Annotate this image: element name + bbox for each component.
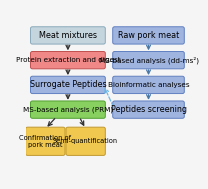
Text: Meat mixtures: Meat mixtures: [39, 31, 97, 40]
FancyBboxPatch shape: [113, 27, 184, 44]
FancyBboxPatch shape: [66, 127, 105, 155]
FancyBboxPatch shape: [113, 76, 184, 94]
Text: Raw pork meat: Raw pork meat: [118, 31, 179, 40]
Text: Protein extraction and digest: Protein extraction and digest: [16, 57, 120, 63]
Text: Confirmation of
pork meat: Confirmation of pork meat: [19, 135, 71, 148]
Text: Peptides screening: Peptides screening: [110, 105, 187, 114]
FancyBboxPatch shape: [113, 101, 184, 118]
FancyBboxPatch shape: [31, 76, 105, 94]
FancyBboxPatch shape: [31, 51, 105, 69]
FancyBboxPatch shape: [26, 127, 65, 155]
Text: Semi-quantification: Semi-quantification: [53, 138, 118, 144]
Text: Bioinformatic analyses: Bioinformatic analyses: [108, 82, 189, 88]
Text: MS-based analysis (PRM): MS-based analysis (PRM): [23, 106, 113, 113]
FancyBboxPatch shape: [31, 101, 105, 118]
FancyBboxPatch shape: [31, 27, 105, 44]
Text: Surrogate Peptides: Surrogate Peptides: [30, 80, 106, 89]
FancyBboxPatch shape: [113, 51, 184, 69]
Text: MS-based analysis (dd-ms²): MS-based analysis (dd-ms²): [99, 56, 198, 64]
